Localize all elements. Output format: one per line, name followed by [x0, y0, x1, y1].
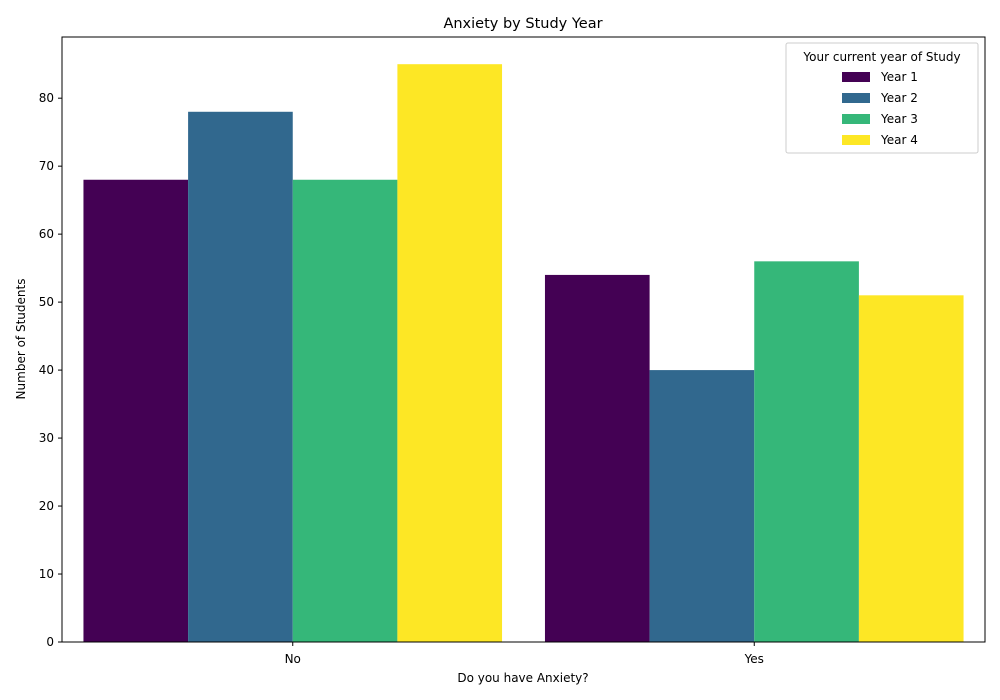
- y-tick-label: 60: [39, 227, 54, 241]
- legend-swatch-year-2: [842, 93, 870, 103]
- legend-label-year-4: Year 4: [880, 133, 918, 147]
- bar-year-4-yes: [858, 295, 964, 642]
- legend-swatch-year-4: [842, 135, 870, 145]
- y-tick-label: 0: [46, 635, 54, 649]
- x-axis-title: Do you have Anxiety?: [457, 671, 588, 685]
- legend: Your current year of Study Year 1 Year 2 Ye…: [785, 42, 979, 154]
- legend-swatch-year-1: [842, 72, 870, 82]
- x-tick-label: No: [285, 652, 301, 666]
- y-tick-label: 40: [39, 363, 54, 377]
- plot-area: 0 10 20 30 40 50 60 70 80 No Yes: [39, 36, 986, 666]
- legend-label-year-3: Year 3: [880, 112, 918, 126]
- bar-year-2-no: [188, 111, 293, 642]
- y-tick-label: 50: [39, 295, 54, 309]
- y-tick-label: 30: [39, 431, 54, 445]
- y-tick-label: 80: [39, 91, 54, 105]
- bar-year-4-no: [397, 64, 503, 642]
- bar-year-3-yes: [754, 261, 859, 642]
- legend-label-year-2: Year 2: [880, 91, 918, 105]
- legend-box: [785, 42, 979, 154]
- bar-year-3-no: [292, 179, 398, 642]
- chart-title: Anxiety by Study Year: [443, 16, 602, 32]
- plot-frame: [61, 36, 986, 643]
- x-tick-label: Yes: [744, 652, 764, 666]
- bar-year-1-no: [83, 179, 189, 642]
- bar-year-1-yes: [544, 274, 650, 642]
- bar-year-2-yes: [649, 370, 755, 642]
- y-tick-label: 10: [39, 567, 54, 581]
- legend-swatch-year-3: [842, 114, 870, 124]
- legend-label-year-1: Year 1: [880, 70, 918, 84]
- y-tick-label: 20: [39, 499, 54, 513]
- y-tick-label: 70: [39, 159, 54, 173]
- legend-title: Your current year of Study: [802, 50, 960, 64]
- y-axis-title: Number of Students: [14, 279, 28, 400]
